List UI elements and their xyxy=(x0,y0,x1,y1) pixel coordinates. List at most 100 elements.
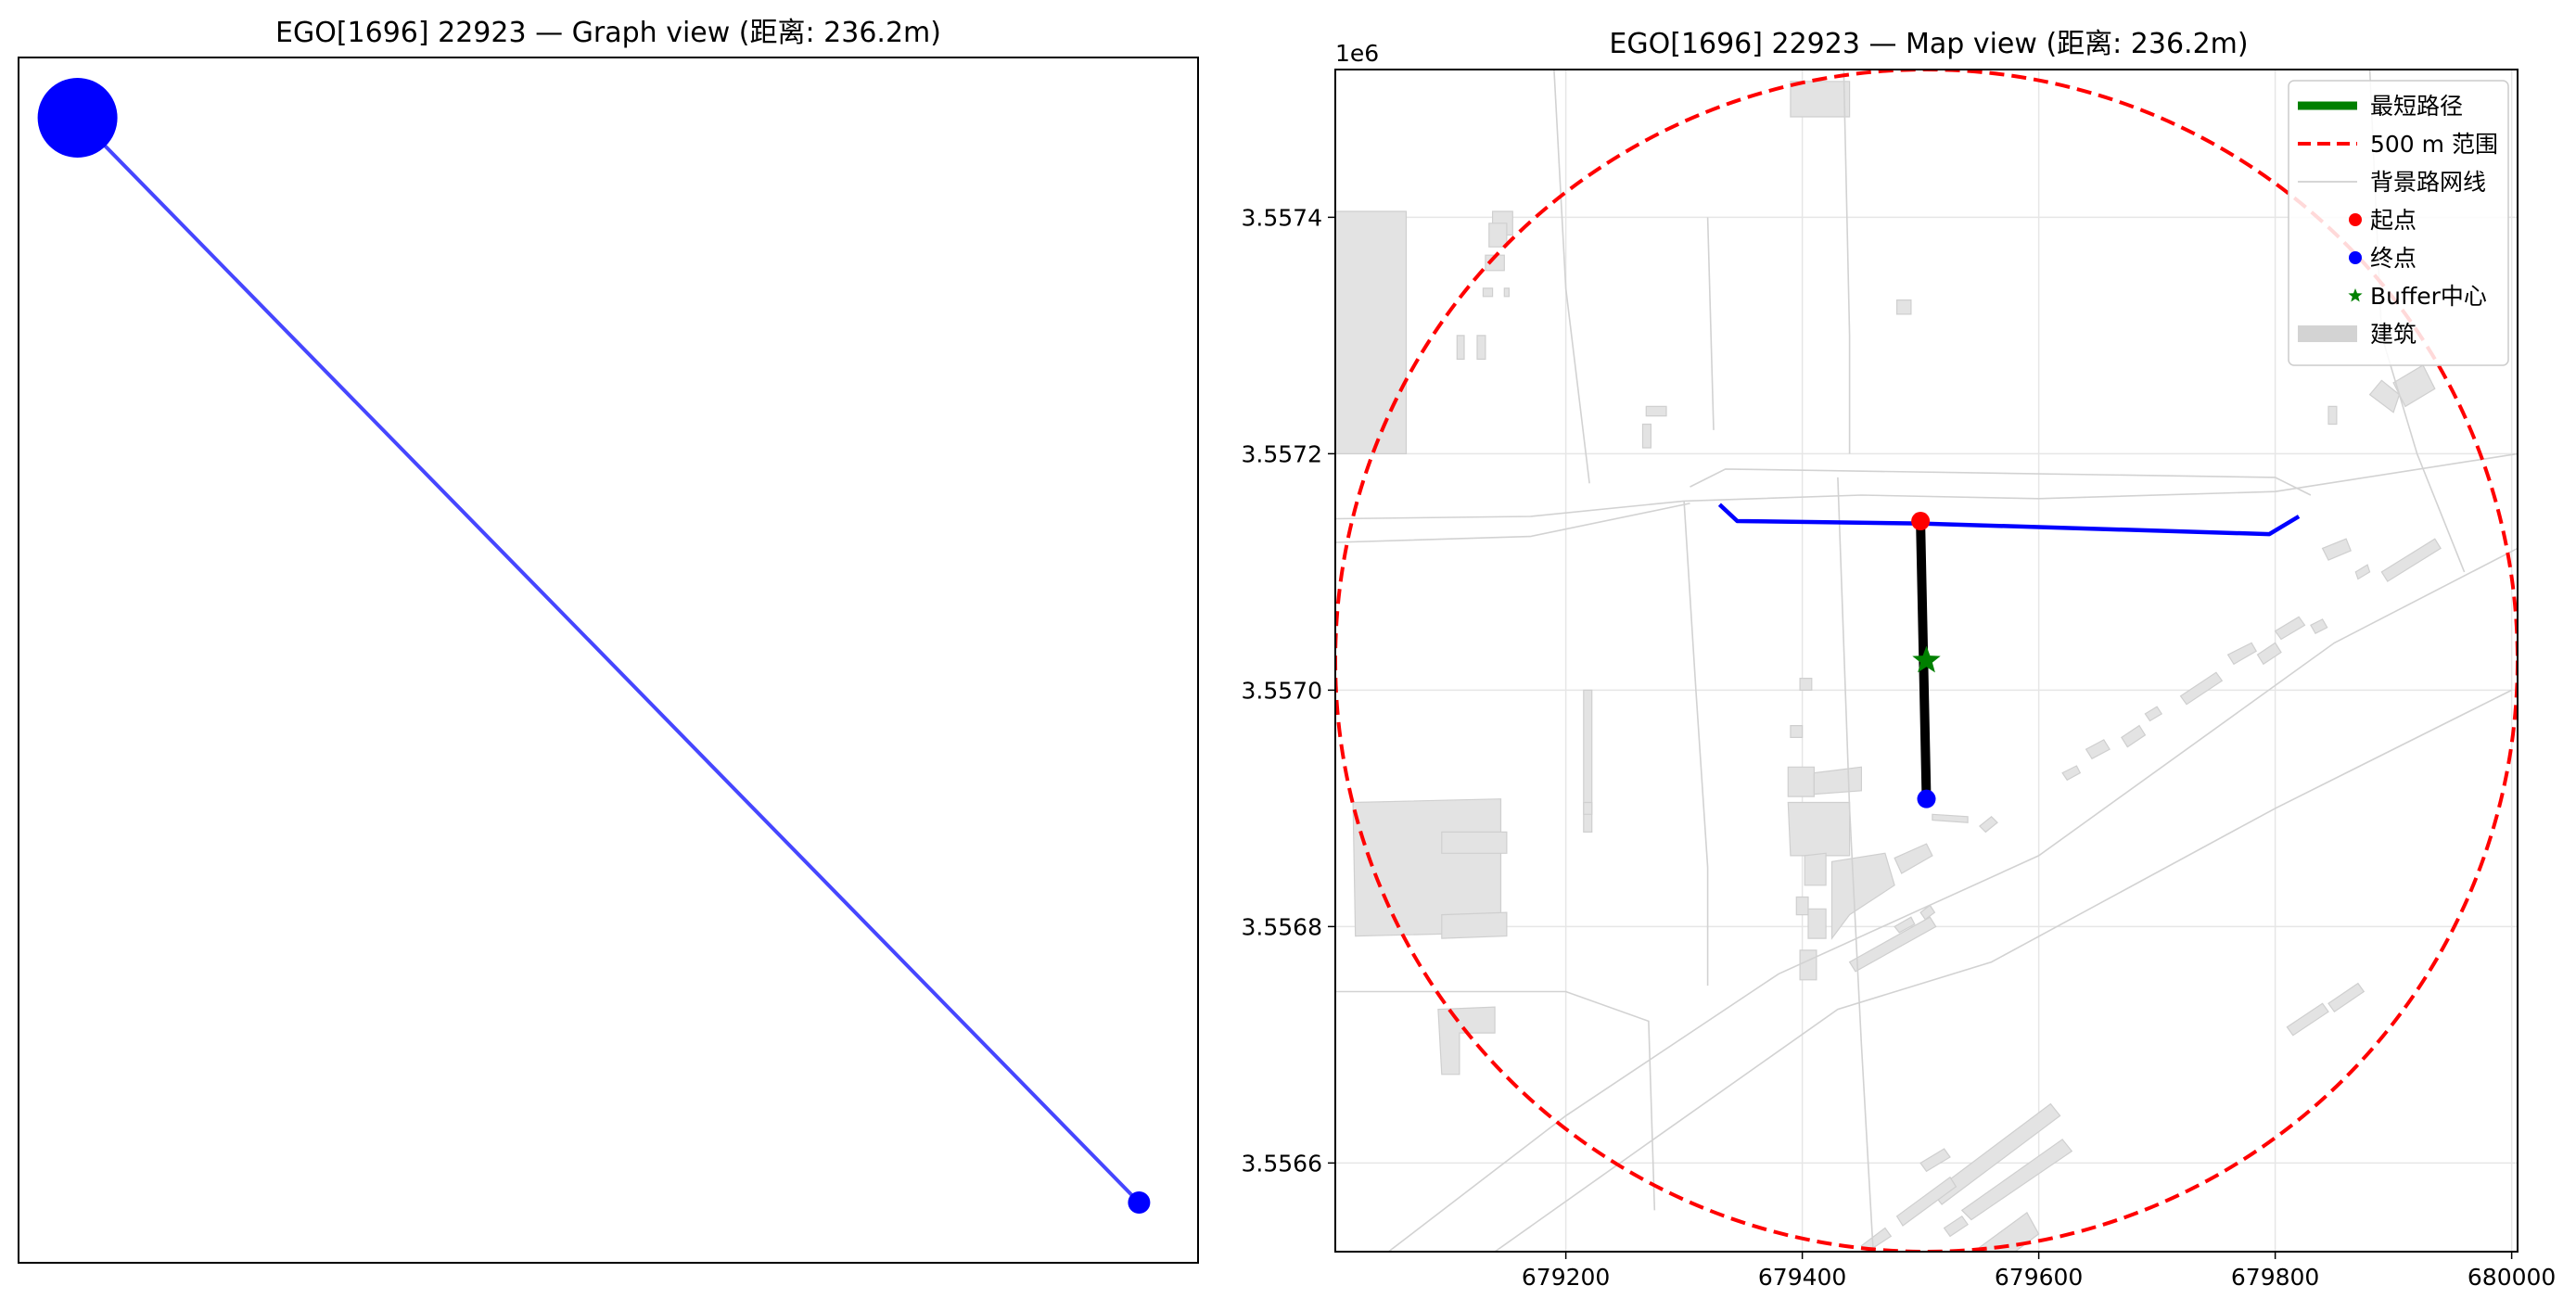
graph-edge-0 xyxy=(76,116,1141,1204)
graph-layer xyxy=(37,78,1151,1214)
legend-label-3: 起点 xyxy=(2370,207,2417,234)
building-57 xyxy=(1943,1215,1969,1238)
building-19 xyxy=(1813,766,1863,796)
building-23 xyxy=(1807,908,1827,939)
graph-node-0 xyxy=(37,78,118,158)
building-17 xyxy=(1895,299,1912,315)
building-52 xyxy=(1960,1139,2073,1221)
building-41 xyxy=(2310,618,2328,634)
building-54 xyxy=(1972,1212,2040,1252)
building-44 xyxy=(2144,706,2163,722)
graph-node-1 xyxy=(1128,1191,1151,1214)
building-31 xyxy=(1919,904,1936,921)
building-55 xyxy=(1919,1148,1951,1173)
map-view-axes-frame xyxy=(1334,69,2519,1253)
building-18 xyxy=(1787,766,1816,797)
building-9 xyxy=(1488,223,1508,248)
legend-label-1: 500 m 范围 xyxy=(2370,131,2498,158)
building-50 xyxy=(2327,982,2366,1013)
building-26 xyxy=(1894,843,1933,874)
background-road-9 xyxy=(1706,217,1715,430)
building-28 xyxy=(1979,815,1998,834)
map-view-panel: EGO[1696] 22923 — Map view (距离: 236.2m) … xyxy=(1242,28,2557,1291)
legend-label-6: 建筑 xyxy=(2370,321,2417,348)
building-16 xyxy=(1641,423,1652,449)
legend-label-0: 最短路径 xyxy=(2370,93,2463,120)
building-5 xyxy=(1583,689,1593,834)
building-12 xyxy=(1476,335,1486,360)
building-2 xyxy=(1441,831,1508,854)
background-road-3 xyxy=(1683,501,1709,986)
building-53 xyxy=(1895,1176,1958,1227)
legend-box xyxy=(2288,80,2509,366)
graph-view-axes-frame xyxy=(18,57,1199,1264)
building-32 xyxy=(1790,724,1804,739)
building-22 xyxy=(1795,896,1809,916)
graph-view-panel: EGO[1696] 22923 — Graph view (距离: 236.2m… xyxy=(18,17,1199,1264)
building-13 xyxy=(1482,287,1494,298)
y-tick-label-0: 3.5566 xyxy=(1242,1150,1322,1177)
y-tick-label-2: 3.5570 xyxy=(1242,677,1322,704)
building-27 xyxy=(1932,813,1969,823)
buffer-center-star xyxy=(1912,645,1941,673)
y-tick-label-4: 3.5574 xyxy=(1242,204,1322,231)
x-tick-label-2: 679600 xyxy=(1995,1264,2083,1291)
building-39 xyxy=(2354,564,2371,580)
background-road-2 xyxy=(1690,468,2312,496)
y-offset-text: 1e6 xyxy=(1335,40,1379,67)
building-36 xyxy=(2392,363,2436,408)
building-40 xyxy=(2274,616,2306,641)
building-47 xyxy=(2061,765,2082,782)
building-34 xyxy=(2321,538,2352,561)
map-ticks: 679200 679400 679600 679800 680000 3.5566 3.55… xyxy=(1242,204,2557,1291)
building-33 xyxy=(1799,677,1813,692)
building-51 xyxy=(1932,1102,2061,1205)
background-road-0 xyxy=(1335,452,2518,520)
map-highlight-road-layer xyxy=(1717,503,2301,537)
highlight-road xyxy=(1717,503,2301,537)
building-42 xyxy=(2226,642,2258,666)
legend-label-4: 终点 xyxy=(2370,245,2417,272)
building-30 xyxy=(1894,916,1916,934)
map-buildings xyxy=(1335,81,2442,1252)
background-road-1 xyxy=(1335,503,1690,543)
building-29 xyxy=(1848,916,1937,973)
y-tick-label-3: 3.5572 xyxy=(1242,440,1322,467)
building-11 xyxy=(1456,335,1465,360)
building-25 xyxy=(1830,852,1895,940)
background-road-6 xyxy=(1387,547,2518,1252)
end-point xyxy=(1917,789,1936,808)
map-points-layer xyxy=(1911,512,1941,808)
building-45 xyxy=(2121,724,2147,748)
background-road-5 xyxy=(1335,990,1656,1211)
building-4 xyxy=(1437,1006,1496,1076)
building-46 xyxy=(2085,739,2111,760)
legend-handle-3 xyxy=(2349,213,2362,226)
x-tick-label-1: 679400 xyxy=(1758,1264,1846,1291)
building-21 xyxy=(1804,852,1827,886)
building-14 xyxy=(1503,287,1511,298)
legend-handle-5 xyxy=(2348,288,2363,302)
y-tick-label-1: 3.5568 xyxy=(1242,913,1322,940)
background-road-4 xyxy=(1553,70,1590,484)
building-15 xyxy=(1645,405,1667,417)
building-48 xyxy=(2256,642,2282,666)
building-20 xyxy=(1787,801,1851,857)
building-43 xyxy=(2179,671,2224,706)
building-3 xyxy=(1441,911,1508,939)
building-35 xyxy=(2380,538,2442,582)
x-tick-label-0: 679200 xyxy=(1522,1264,1610,1291)
x-tick-label-3: 679800 xyxy=(2231,1264,2319,1291)
background-road-8 xyxy=(1843,70,1851,454)
building-7 xyxy=(1790,81,1851,118)
building-0 xyxy=(1335,210,1408,454)
background-road-7 xyxy=(1494,689,2512,1252)
legend-label-2: 背景路网线 xyxy=(2370,169,2486,196)
graph-view-title: EGO[1696] 22923 — Graph view (距离: 236.2m… xyxy=(275,17,941,49)
building-24 xyxy=(1799,949,1817,981)
building-38 xyxy=(2327,405,2338,426)
legend-handle-4 xyxy=(2349,251,2362,264)
map-background-roads xyxy=(1335,70,2518,1252)
